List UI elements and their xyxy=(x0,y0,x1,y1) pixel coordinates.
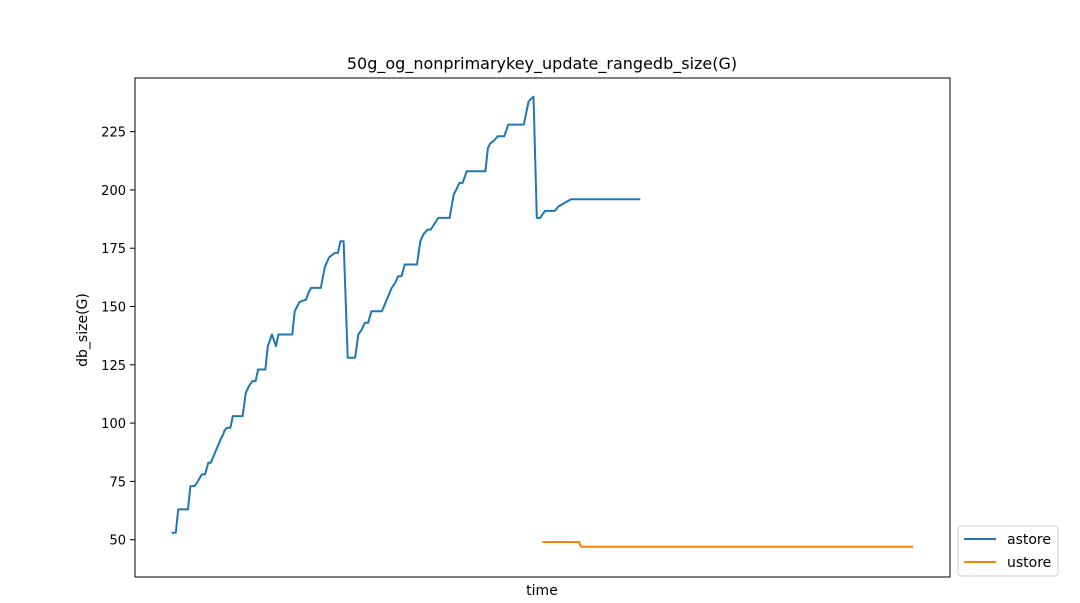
chart-title: 50g_og_nonprimarykey_update_rangedb_size… xyxy=(347,54,737,74)
y-tick-label: 75 xyxy=(109,475,126,490)
legend: astore ustore xyxy=(957,525,1059,577)
y-axis: 50 75 100 125 150 175 200 225 xyxy=(101,126,135,549)
y-tick-label: 200 xyxy=(101,184,126,199)
y-tick-label: 100 xyxy=(101,417,126,432)
y-axis-label: db_size(G) xyxy=(75,293,91,367)
series-line-ustore xyxy=(542,541,914,548)
y-tick-label: 50 xyxy=(109,534,126,549)
plot-area-frame xyxy=(134,77,951,578)
plot-lines xyxy=(171,95,914,548)
series-line-astore xyxy=(171,95,641,534)
y-tick-label: 175 xyxy=(101,242,126,257)
y-tick-label: 225 xyxy=(101,126,126,141)
y-tick-label: 150 xyxy=(101,301,126,316)
y-tick-label: 125 xyxy=(101,359,126,374)
x-axis-label: time xyxy=(526,583,558,599)
legend-label-astore: astore xyxy=(1007,532,1051,548)
legend-label-ustore: ustore xyxy=(1007,555,1051,571)
